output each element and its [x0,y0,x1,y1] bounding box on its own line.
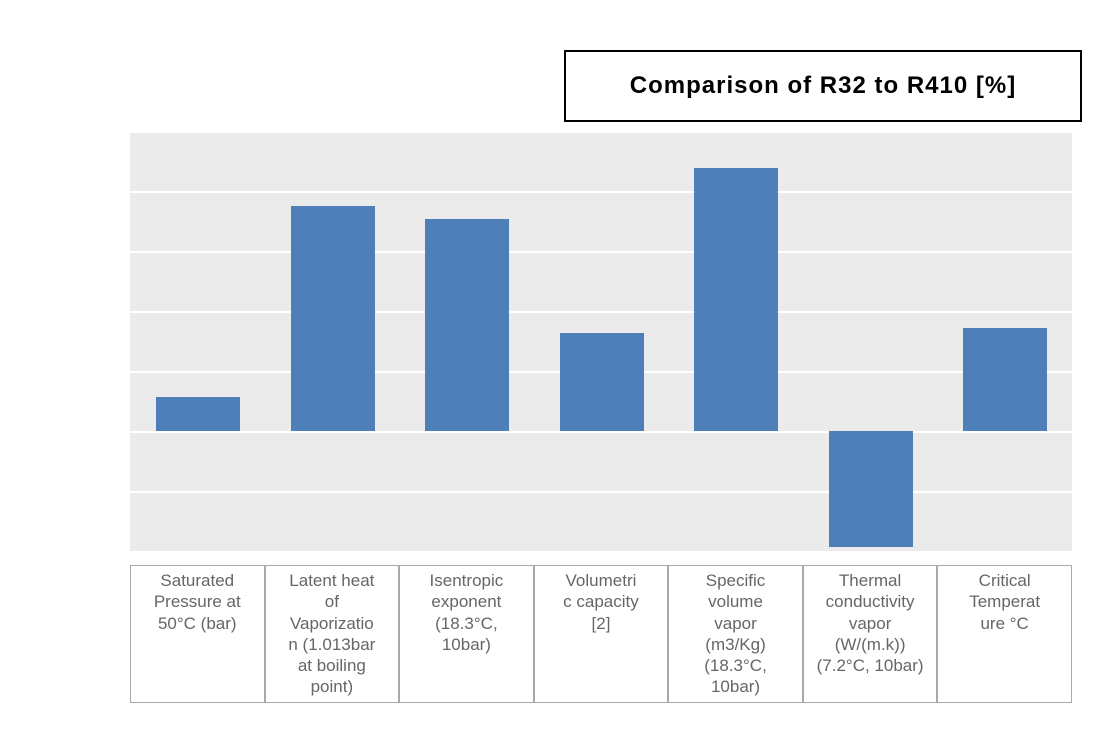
chart-category-label: CriticalTemperature °C [937,565,1072,703]
chart-bar [156,397,240,431]
chart-bar [829,431,913,547]
chart-gridline [130,131,1072,133]
chart-category-label: Volumetric capacity[2] [534,565,669,703]
chart-category-label-line: at boiling [269,655,396,676]
chart-title: Comparison of R32 to R410 [%] [630,72,1016,100]
chart-bar [560,333,644,431]
chart-category-label-line: vapor [807,613,934,634]
chart-category-label-line: (18.3°C, [403,613,530,634]
chart-category-label-line: 50°C (bar) [134,613,261,634]
chart-category-label-line: conductivity [807,591,934,612]
chart-category-label-line: Latent heat [269,570,396,591]
chart-gridline [130,191,1072,193]
chart-category-label-line: c capacity [538,591,665,612]
chart-category-label-line: exponent [403,591,530,612]
chart-category-label-line: Isentropic [403,570,530,591]
chart-category-label: Isentropicexponent(18.3°C,10bar) [399,565,534,703]
chart-category-label-line: Vaporizatio [269,613,396,634]
chart-category-label-line: Temperat [941,591,1068,612]
chart-gridline [130,551,1072,553]
chart-bar [291,206,375,431]
chart-category-label: SaturatedPressure at50°C (bar) [130,565,265,703]
chart-category-label-line: ure °C [941,613,1068,634]
chart-category-labels: SaturatedPressure at50°C (bar)Latent hea… [130,565,1072,703]
chart-category-label: Latent heatofVaporization (1.013barat bo… [265,565,400,703]
chart-category-label-line: Specific [672,570,799,591]
chart-category-label-line: n (1.013bar [269,634,396,655]
chart-plot-area [130,128,1072,558]
chart-category-label-line: of [269,591,396,612]
chart-gridline [130,311,1072,313]
chart-category-label-line: Volumetri [538,570,665,591]
chart-gridline [130,251,1072,253]
chart-category-label-line: (W/(m.k)) [807,634,934,655]
chart-category-label: Specificvolumevapor(m3/Kg)(18.3°C,10bar) [668,565,803,703]
chart-gridline [130,491,1072,493]
chart-category-label-line: volume [672,591,799,612]
chart-category-label-line: Pressure at [134,591,261,612]
chart-category-label-line: (7.2°C, 10bar) [807,655,934,676]
chart-stage: Comparison of R32 to R410 [%] SaturatedP… [0,0,1120,748]
chart-bar [425,219,509,431]
chart-category-label-line: Thermal [807,570,934,591]
chart-category-label-line: (m3/Kg) [672,634,799,655]
chart-category-label-line: vapor [672,613,799,634]
chart-category-label-line: [2] [538,613,665,634]
chart-bar [963,328,1047,431]
chart-category-label-line: Saturated [134,570,261,591]
chart-category-label-line: (18.3°C, [672,655,799,676]
chart-title-box: Comparison of R32 to R410 [%] [564,50,1082,122]
chart-category-label-line: Critical [941,570,1068,591]
chart-category-label-line: point) [269,676,396,697]
chart-category-label-line: 10bar) [403,634,530,655]
chart-category-label: Thermalconductivityvapor(W/(m.k))(7.2°C,… [803,565,938,703]
chart-category-label-line: 10bar) [672,676,799,697]
chart-bar [694,168,778,431]
chart-gridline [130,431,1072,433]
